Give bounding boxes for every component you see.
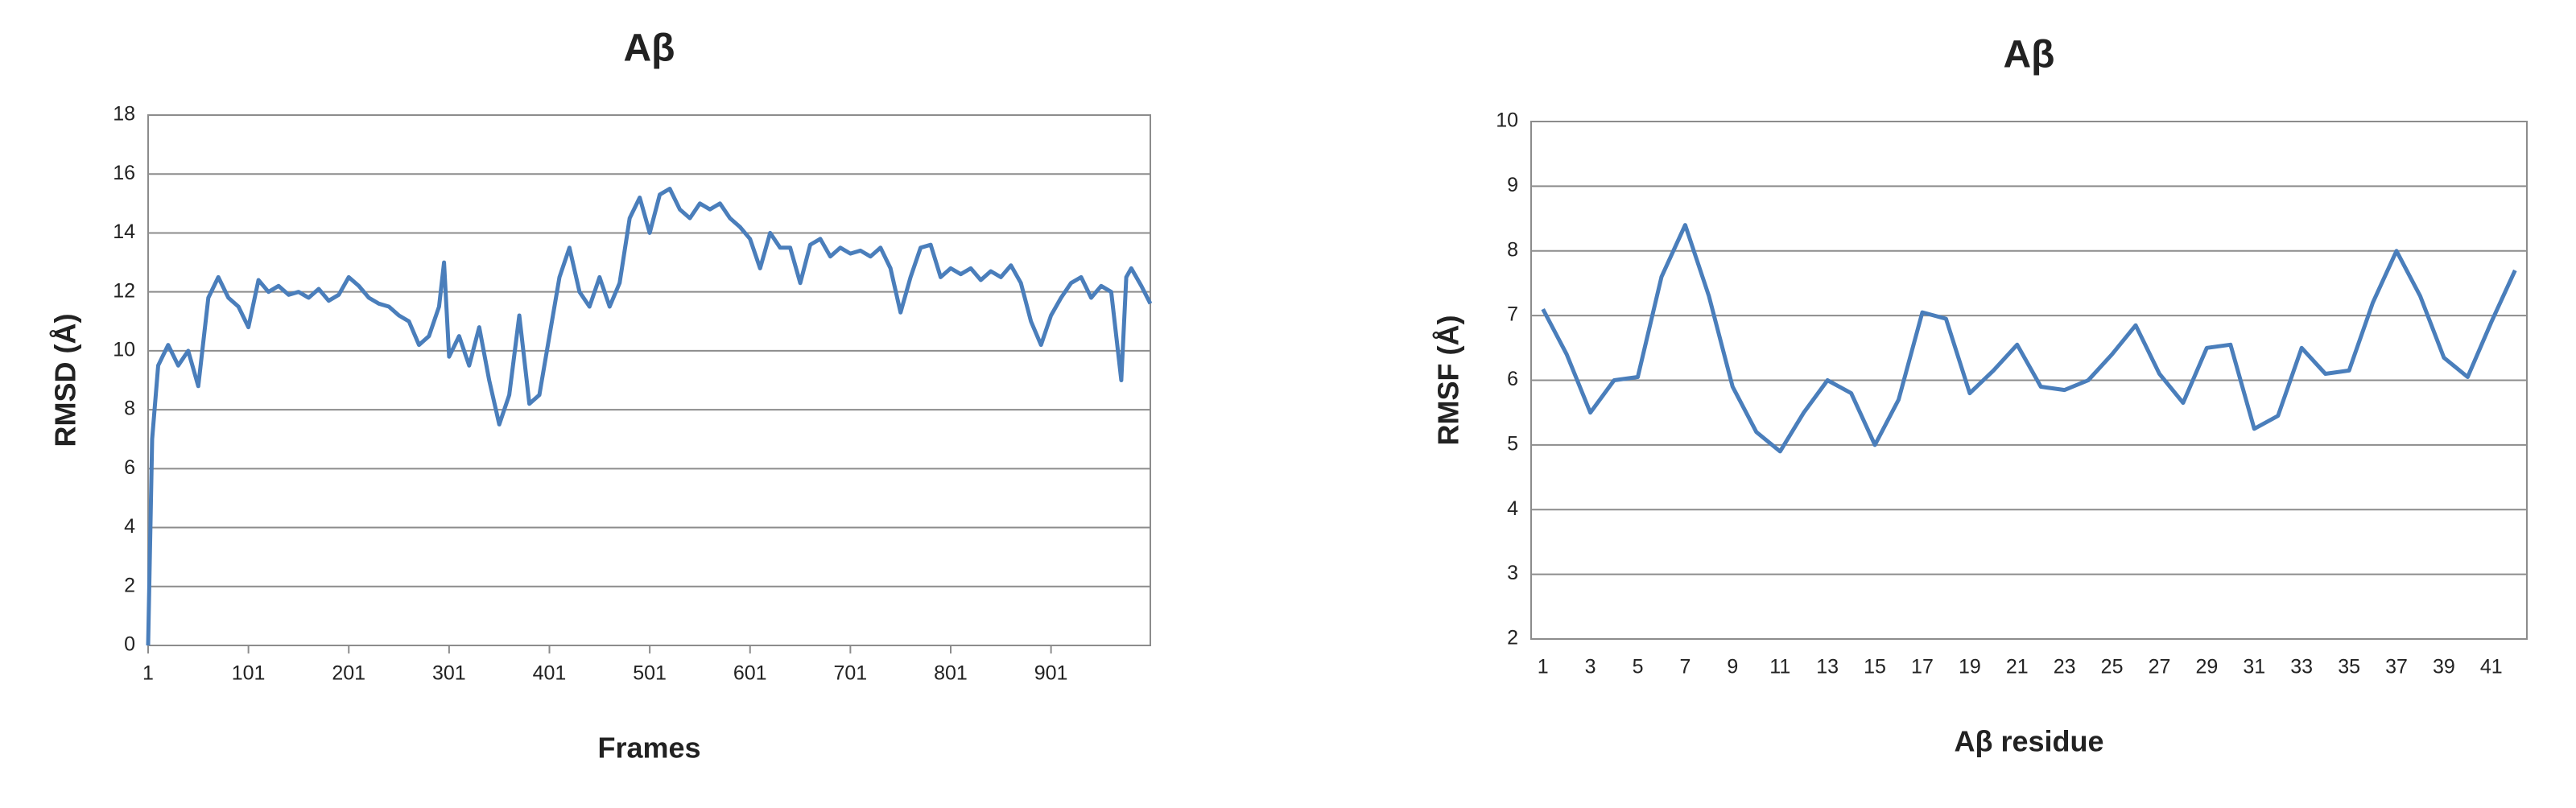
y-tick-label: 8: [124, 398, 135, 420]
x-tick-label: 25: [2101, 656, 2124, 678]
chart-title: Aβ: [2004, 34, 2055, 76]
y-tick-label: 6: [124, 456, 135, 479]
data-line: [146, 187, 1153, 646]
y-axis-label: RMSF (Å): [1432, 315, 1465, 446]
y-tick-label: 5: [1507, 432, 1518, 455]
x-tick-label: 23: [2054, 656, 2076, 678]
y-tick-label: 12: [113, 279, 135, 302]
x-tick-label: 15: [1864, 656, 1886, 678]
x-tick-label: 1: [142, 662, 154, 685]
y-tick-label: 4: [124, 515, 135, 538]
x-tick-label: 35: [2338, 656, 2360, 678]
plot-frame: [147, 114, 1151, 646]
x-tick-label: 901: [1034, 662, 1068, 685]
y-tick-label: 8: [1507, 238, 1518, 261]
y-tick-label: 10: [113, 338, 135, 361]
x-tick-label: 301: [432, 662, 466, 685]
x-tick-label: 701: [834, 662, 868, 685]
y-tick-label: 6: [1507, 368, 1518, 390]
x-tick-label: 39: [2433, 656, 2455, 678]
y-tick-label: 0: [124, 633, 135, 656]
y-tick-label: 10: [1496, 109, 1518, 132]
plot-frame: [1530, 121, 2528, 640]
x-tick-label: 1: [1538, 656, 1549, 678]
y-axis-label: RMSD (Å): [49, 314, 82, 447]
y-tick-label: 14: [113, 221, 135, 243]
x-tick-label: 401: [533, 662, 567, 685]
x-tick-label: 17: [1911, 656, 1934, 678]
x-tick-label: 13: [1816, 656, 1839, 678]
x-tick-label: 29: [2195, 656, 2218, 678]
y-tick-label: 2: [124, 574, 135, 596]
x-tick-label: 101: [232, 662, 266, 685]
y-tick-label: 4: [1507, 497, 1518, 520]
x-tick-label: 201: [332, 662, 365, 685]
data-line: [1541, 223, 2517, 454]
x-tick-label: 601: [733, 662, 767, 685]
y-tick-label: 2: [1507, 627, 1518, 649]
x-tick-label: 501: [633, 662, 667, 685]
x-tick-label: 33: [2290, 656, 2313, 678]
x-tick-label: 19: [1959, 656, 1981, 678]
x-tick-label: 3: [1585, 656, 1596, 678]
x-tick-label: 37: [2385, 656, 2408, 678]
x-tick-label: 31: [2243, 656, 2265, 678]
chart-title: Aβ: [624, 27, 675, 70]
x-axis-label: Aβ residue: [1954, 725, 2103, 758]
x-axis-label: Frames: [597, 732, 700, 765]
x-tick-label: 27: [2149, 656, 2171, 678]
x-tick-label: 21: [2006, 656, 2029, 678]
y-tick-label: 3: [1507, 562, 1518, 584]
x-tick-label: 5: [1633, 656, 1644, 678]
y-tick-label: 9: [1507, 174, 1518, 196]
x-tick-label: 41: [2480, 656, 2503, 678]
y-tick-label: 18: [113, 103, 135, 126]
y-tick-label: 16: [113, 162, 135, 184]
x-tick-label: 7: [1679, 656, 1690, 678]
x-tick-label: 11: [1769, 656, 1790, 678]
x-tick-label: 9: [1727, 656, 1738, 678]
x-tick-label: 801: [934, 662, 968, 685]
y-tick-label: 7: [1507, 303, 1518, 326]
